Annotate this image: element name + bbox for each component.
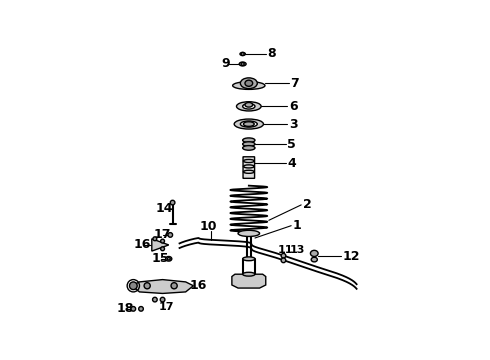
Text: 16: 16 — [190, 279, 207, 292]
Text: 8: 8 — [268, 48, 276, 60]
Ellipse shape — [243, 145, 255, 150]
Text: 11: 11 — [277, 244, 293, 255]
Ellipse shape — [234, 119, 264, 129]
Text: 9: 9 — [221, 58, 230, 71]
Circle shape — [144, 283, 150, 289]
Circle shape — [171, 200, 175, 205]
Ellipse shape — [238, 230, 260, 237]
Circle shape — [281, 253, 286, 258]
Circle shape — [129, 282, 137, 289]
Circle shape — [161, 239, 165, 243]
Text: 15: 15 — [152, 252, 170, 265]
Text: 17: 17 — [153, 229, 171, 242]
Circle shape — [153, 237, 157, 241]
Text: 3: 3 — [289, 118, 297, 131]
Polygon shape — [232, 274, 266, 288]
FancyBboxPatch shape — [243, 157, 255, 178]
Circle shape — [171, 283, 177, 289]
Ellipse shape — [240, 53, 245, 55]
Text: 16: 16 — [133, 238, 151, 251]
Circle shape — [139, 306, 143, 311]
Ellipse shape — [311, 250, 318, 256]
Text: 13: 13 — [290, 244, 305, 255]
Circle shape — [161, 247, 165, 251]
Ellipse shape — [243, 138, 255, 143]
Circle shape — [168, 233, 172, 237]
Ellipse shape — [245, 103, 253, 107]
Text: 17: 17 — [159, 302, 174, 312]
Ellipse shape — [167, 258, 171, 260]
Circle shape — [241, 53, 244, 55]
Text: 5: 5 — [287, 138, 296, 150]
Circle shape — [160, 297, 165, 302]
Ellipse shape — [243, 142, 255, 147]
Ellipse shape — [237, 102, 261, 111]
Text: 7: 7 — [291, 77, 299, 90]
Ellipse shape — [233, 82, 265, 89]
Ellipse shape — [241, 78, 257, 89]
Circle shape — [131, 306, 136, 311]
Polygon shape — [132, 280, 194, 293]
Ellipse shape — [241, 121, 257, 127]
Text: 2: 2 — [303, 198, 312, 211]
Circle shape — [241, 62, 244, 66]
Ellipse shape — [244, 122, 254, 126]
Ellipse shape — [311, 257, 318, 262]
Text: 14: 14 — [156, 202, 173, 215]
Text: 4: 4 — [287, 157, 296, 170]
Ellipse shape — [243, 257, 255, 261]
Text: 1: 1 — [293, 219, 301, 232]
Ellipse shape — [166, 256, 172, 261]
Ellipse shape — [243, 104, 255, 109]
Ellipse shape — [239, 62, 246, 66]
Text: 18: 18 — [117, 302, 134, 315]
Polygon shape — [152, 239, 169, 251]
Text: 10: 10 — [200, 220, 218, 233]
Circle shape — [281, 258, 286, 263]
Text: 6: 6 — [289, 100, 297, 113]
Circle shape — [152, 297, 157, 302]
Text: 12: 12 — [343, 250, 360, 263]
Ellipse shape — [245, 80, 253, 86]
Ellipse shape — [243, 272, 255, 276]
